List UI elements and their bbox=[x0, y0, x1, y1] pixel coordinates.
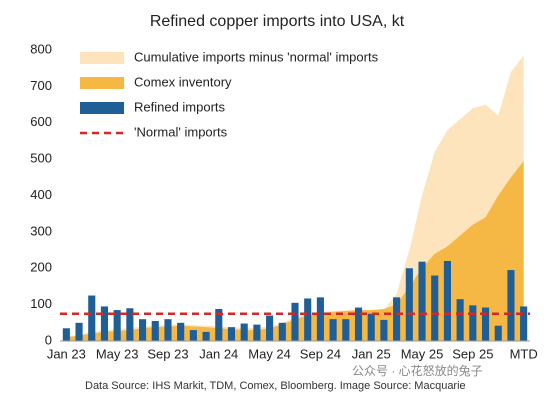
x-tick-label: MTD bbox=[510, 346, 538, 361]
bar bbox=[126, 308, 134, 341]
bar bbox=[316, 297, 324, 341]
x-tick-label: Jan 25 bbox=[352, 346, 391, 361]
bar bbox=[164, 319, 172, 341]
y-tick-label: 300 bbox=[30, 223, 52, 238]
x-tick-label: Sep 23 bbox=[147, 346, 188, 361]
bar bbox=[100, 306, 109, 341]
bar bbox=[507, 270, 515, 341]
bar bbox=[418, 261, 426, 341]
x-tick-label: May 23 bbox=[96, 346, 139, 361]
y-tick-label: 400 bbox=[30, 187, 52, 202]
bar bbox=[329, 319, 337, 341]
x-tick-label: Sep 24 bbox=[300, 346, 341, 361]
y-tick-label: 200 bbox=[30, 260, 52, 275]
x-tick-label: Jan 24 bbox=[199, 346, 238, 361]
bar bbox=[278, 322, 286, 341]
bar bbox=[443, 260, 451, 341]
y-tick-label: 0 bbox=[45, 332, 52, 347]
bar bbox=[253, 324, 261, 341]
x-tick-label: Jan 23 bbox=[47, 346, 86, 361]
bar bbox=[75, 322, 83, 341]
bar bbox=[291, 302, 299, 341]
y-tick-label: 600 bbox=[30, 114, 52, 129]
bar bbox=[520, 306, 528, 341]
bar bbox=[367, 313, 375, 341]
bar bbox=[113, 310, 121, 341]
bar bbox=[481, 307, 490, 341]
bar bbox=[139, 319, 147, 341]
y-tick-label: 100 bbox=[30, 296, 52, 311]
bar bbox=[88, 295, 96, 341]
legend-swatch bbox=[80, 77, 124, 89]
bar bbox=[354, 307, 363, 341]
bar bbox=[240, 323, 248, 341]
chart-title: Refined copper imports into USA, kt bbox=[150, 13, 405, 30]
legend-label: Comex inventory bbox=[134, 74, 232, 89]
y-tick-label: 800 bbox=[30, 41, 52, 56]
bar bbox=[151, 320, 159, 341]
legend-swatch bbox=[80, 102, 124, 114]
y-tick-label: 700 bbox=[30, 78, 52, 93]
bar bbox=[405, 268, 413, 341]
bar bbox=[202, 331, 210, 341]
bar bbox=[227, 327, 236, 341]
bar bbox=[177, 322, 185, 341]
bar bbox=[380, 319, 388, 341]
bar bbox=[456, 299, 464, 341]
source: Data Source: IHS Markit, TDM, Comex, Blo… bbox=[85, 380, 466, 392]
legend-swatch bbox=[80, 52, 124, 64]
legend-label: Refined imports bbox=[134, 99, 226, 114]
bar bbox=[62, 328, 70, 341]
bar bbox=[342, 319, 350, 341]
bar bbox=[393, 297, 401, 341]
bar bbox=[304, 298, 312, 341]
legend-label: 'Normal' imports bbox=[134, 124, 228, 139]
y-tick-label: 500 bbox=[30, 151, 52, 166]
x-tick-label: May 25 bbox=[401, 346, 444, 361]
bar bbox=[189, 330, 197, 341]
bar bbox=[266, 315, 274, 341]
x-tick-label: May 24 bbox=[248, 346, 291, 361]
bar bbox=[431, 275, 439, 341]
watermark: 公众号 · 心花怒放的兔子 bbox=[352, 363, 483, 378]
bar bbox=[215, 308, 223, 341]
bar bbox=[469, 305, 477, 341]
legend-label: Cumulative imports minus 'normal' import… bbox=[134, 49, 379, 64]
bar bbox=[494, 325, 502, 341]
x-tick-label: Sep 25 bbox=[452, 346, 493, 361]
